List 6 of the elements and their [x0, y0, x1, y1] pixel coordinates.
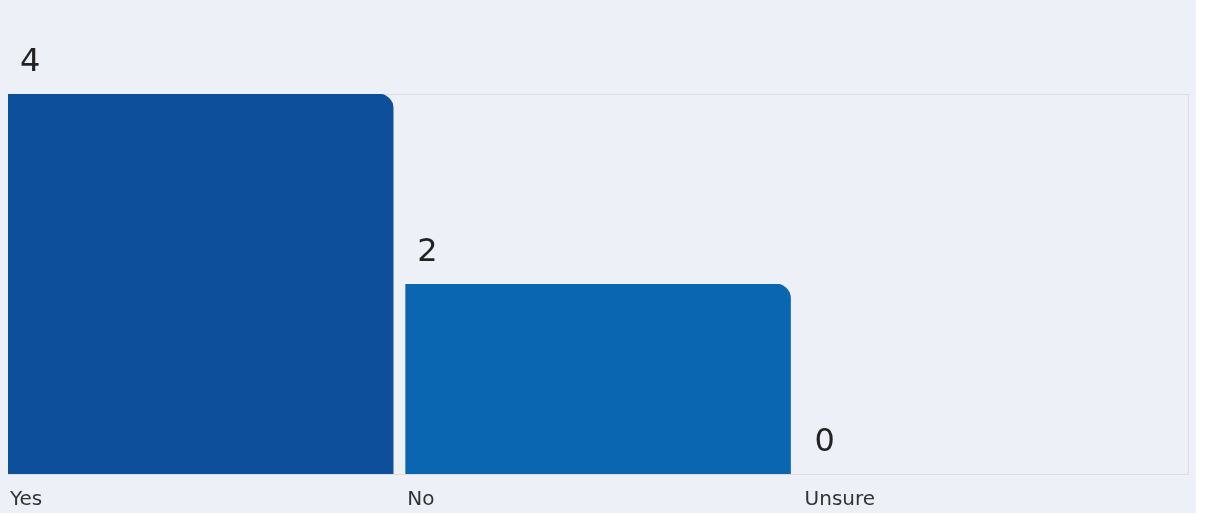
- x-tick-label: Unsure: [804, 485, 876, 510]
- data-label: 4: [20, 41, 41, 79]
- x-tick-label: Yes: [9, 485, 43, 510]
- data-label: 0: [814, 421, 835, 459]
- data-label: 2: [417, 231, 438, 269]
- x-tick-label: No: [407, 485, 435, 510]
